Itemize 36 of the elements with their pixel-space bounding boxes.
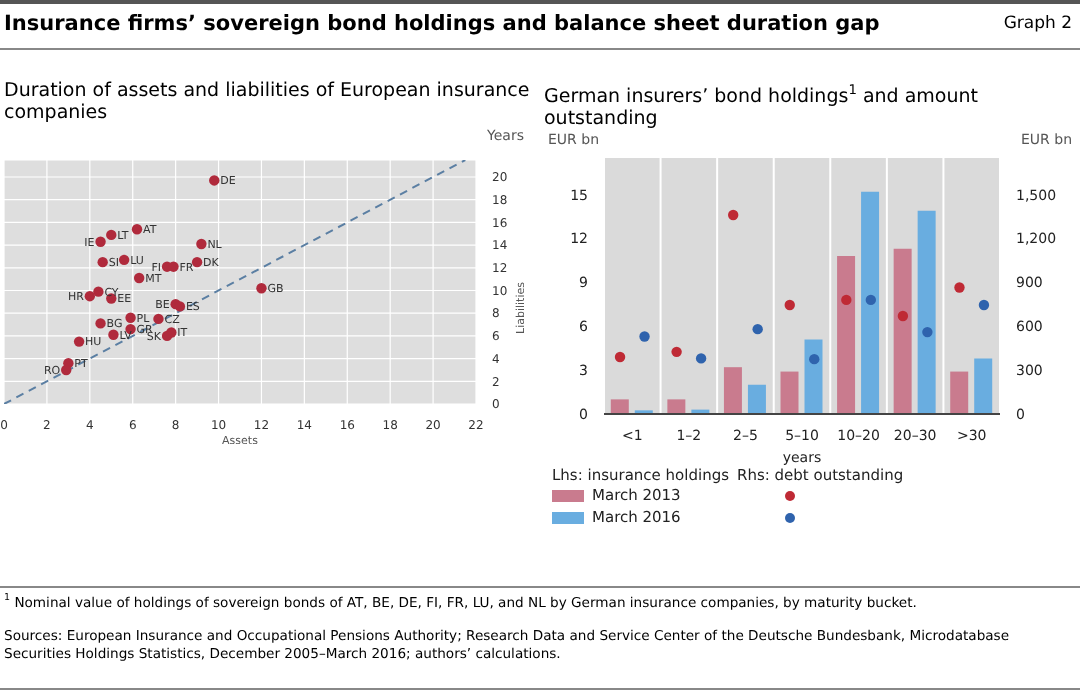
point — [118, 254, 130, 266]
point — [84, 290, 96, 302]
bar — [747, 385, 766, 415]
point — [174, 301, 186, 312]
point — [125, 312, 136, 323]
point — [97, 256, 108, 268]
point — [73, 336, 85, 347]
bar — [780, 371, 799, 415]
point — [95, 318, 106, 329]
bar — [837, 256, 856, 415]
bar — [974, 358, 993, 415]
bar — [917, 210, 936, 415]
bar — [861, 191, 880, 415]
caption: Graph 2 — [1003, 14, 1072, 34]
point — [256, 283, 267, 294]
point — [133, 272, 145, 284]
point — [108, 329, 119, 340]
point — [131, 224, 143, 235]
chart-title: Insurance firms’ sovereign bond holdings and balance sheet duration gap — [4, 12, 880, 36]
point — [161, 330, 173, 342]
bar — [723, 367, 742, 415]
point — [191, 256, 203, 268]
point — [209, 175, 220, 186]
chart-subtitle: Duration of assets and liabilities of European insurance companies — [2, 80, 532, 124]
bar — [950, 371, 969, 415]
point — [153, 313, 164, 325]
chart-title: German insurers’ bond holdings$^{1}$ and amount outstanding — [544, 82, 978, 131]
point — [106, 229, 117, 241]
bar — [893, 249, 912, 415]
bar — [804, 339, 823, 415]
point — [196, 238, 207, 250]
bar — [667, 399, 686, 415]
bar — [610, 399, 629, 415]
point — [95, 236, 106, 247]
point — [61, 364, 72, 376]
point — [93, 286, 104, 297]
